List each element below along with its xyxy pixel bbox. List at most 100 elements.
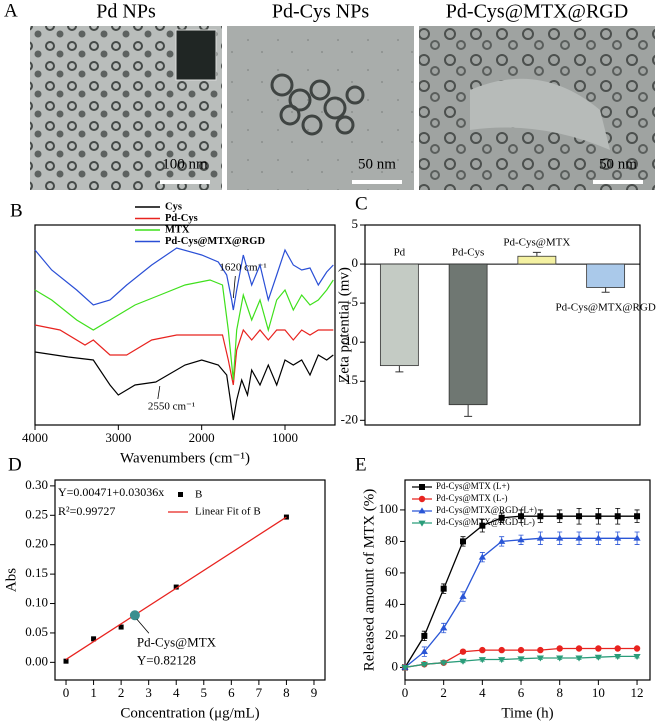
marker <box>478 553 486 560</box>
plot-frame <box>54 479 326 681</box>
marker <box>459 592 467 599</box>
marker <box>459 648 467 655</box>
r-squared: R²=0.99727 <box>58 504 115 518</box>
legend-swatch <box>178 492 183 497</box>
x-axis-label: Concentration (μg/mL) <box>120 705 259 721</box>
x-tick-label: 4 <box>173 685 180 700</box>
x-tick-label: 4000 <box>22 430 48 445</box>
x-axis-label: Time (h) <box>501 705 553 721</box>
bar <box>379 263 419 367</box>
marker <box>633 645 641 652</box>
legend-label: Pd-Cys@MTX (L+) <box>436 481 510 491</box>
marker <box>518 513 525 520</box>
highlight-label: Pd-Cys@MTX <box>137 634 217 649</box>
error-bar <box>532 251 541 257</box>
marker <box>595 645 602 652</box>
image-title: Pd-Cys NPs <box>272 1 369 23</box>
x-tick-label: 10 <box>592 685 605 700</box>
point <box>118 624 124 630</box>
x-tick-label: 9 <box>311 685 318 700</box>
point <box>63 658 69 664</box>
marker <box>517 646 525 654</box>
legend-label: Pd-Cys@MTX@RGD (L-) <box>436 517 535 527</box>
marker <box>498 646 505 654</box>
x-tick-label: 3 <box>145 685 152 700</box>
series-line <box>34 324 334 386</box>
marker <box>556 655 564 662</box>
legend-label: Cys <box>165 201 182 212</box>
marker <box>419 484 425 490</box>
equation: Y=0.00471+0.03036x <box>58 485 164 499</box>
x-tick-label: 7 <box>256 685 263 700</box>
legend-label: B <box>195 489 202 501</box>
marker <box>576 513 583 520</box>
marker <box>556 513 563 520</box>
y-tick-label: 0.20 <box>25 536 48 551</box>
marker <box>498 537 506 544</box>
x-tick-label: 2 <box>118 685 125 700</box>
x-tick-label: 8 <box>556 685 563 700</box>
x-axis-label: Wavenumbers (cm⁻¹) <box>120 450 250 466</box>
y-tick-label: 0 <box>392 658 399 673</box>
fit-line <box>65 516 287 660</box>
point <box>173 584 179 590</box>
x-tick-label: 2000 <box>189 430 215 445</box>
marker <box>440 585 447 592</box>
plot-frame <box>364 224 641 426</box>
highlight-arrow <box>136 619 150 634</box>
series-line <box>34 351 334 421</box>
annotation: 1620 cm⁻¹ <box>219 262 266 274</box>
y-axis-label: Abs <box>3 568 19 592</box>
x-tick-label: 12 <box>631 685 644 700</box>
bar-label: Pd-Cys@MTX@RGD <box>555 302 655 314</box>
marker <box>517 656 525 663</box>
panel-letter: E <box>355 454 367 475</box>
y-tick-label: 100 <box>379 501 399 516</box>
bar <box>448 263 488 406</box>
marker <box>498 657 506 664</box>
legend-label: Pd-Cys@MTX (L-) <box>436 493 508 503</box>
marker <box>556 534 564 541</box>
marker <box>633 534 641 541</box>
cluster <box>270 73 365 136</box>
image-title: Pd NPs <box>96 1 156 23</box>
x-tick-label: 0 <box>402 685 409 700</box>
y-axis-label: Zeta potential (mv) <box>336 267 352 383</box>
error-bar <box>601 287 610 293</box>
marker <box>536 534 544 541</box>
marker <box>594 534 602 541</box>
marker <box>418 495 426 503</box>
marker <box>517 536 525 543</box>
marker <box>440 660 448 667</box>
y-tick-label: 0 <box>352 255 359 270</box>
marker <box>614 534 622 541</box>
panel-letter: B <box>10 200 23 221</box>
panel-letter: C <box>355 193 368 214</box>
marker <box>575 645 583 652</box>
marker <box>479 646 486 654</box>
marker <box>537 513 544 520</box>
marker <box>575 655 583 662</box>
marker <box>633 653 641 660</box>
x-tick-label: 1000 <box>272 430 298 445</box>
legend-label: Pd-Cys@MTX@RGD <box>165 236 265 247</box>
marker <box>556 645 563 652</box>
y-tick-label: 5 <box>352 216 359 231</box>
marker <box>460 538 467 545</box>
bar <box>586 263 626 288</box>
series-line <box>34 247 334 311</box>
marker <box>401 665 409 672</box>
x-tick-label: 5 <box>201 685 208 700</box>
y-tick-label: 80 <box>385 532 398 547</box>
marker <box>498 514 505 521</box>
y-tick-label: 60 <box>385 564 398 579</box>
legend-label: MTX <box>165 224 190 235</box>
y-tick-label: -20 <box>341 411 358 426</box>
y-tick-label: 0.15 <box>25 565 48 580</box>
panel-letter: D <box>8 454 22 475</box>
annotation: 2550 cm⁻¹ <box>148 401 195 413</box>
marker <box>420 648 428 655</box>
marker <box>595 513 602 520</box>
x-tick-label: 2 <box>440 685 447 700</box>
